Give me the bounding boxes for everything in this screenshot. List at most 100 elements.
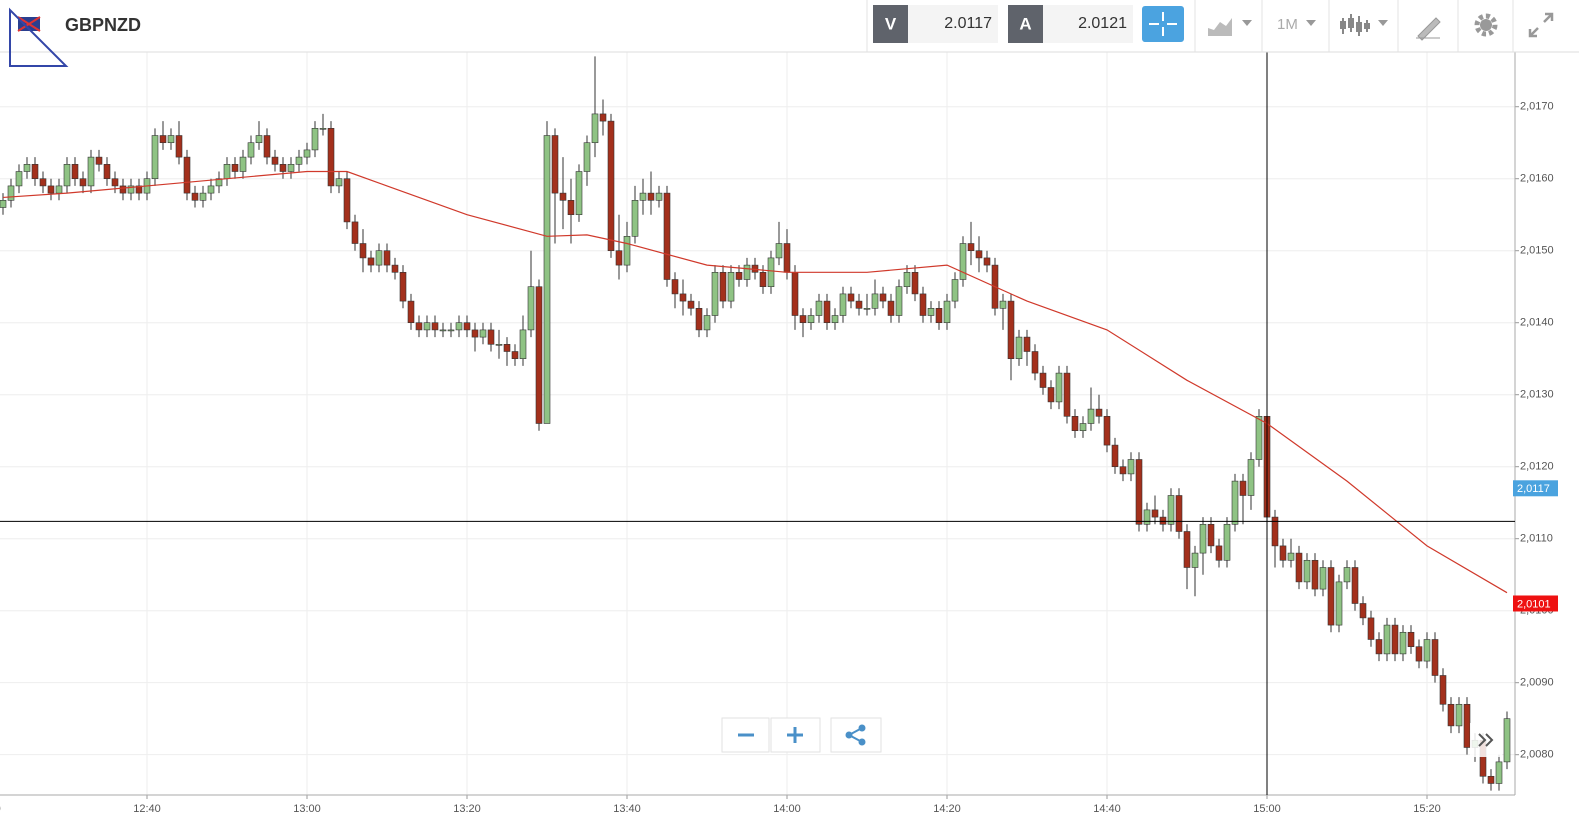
candle-body [727,272,735,302]
bid-box [908,5,998,43]
candle-body [1359,603,1367,619]
share-dot [858,724,866,732]
candle-body [1319,567,1327,590]
candle-body [607,120,615,252]
candle-body [759,272,767,288]
share-dot [858,738,866,746]
candle-body [199,192,207,201]
candle-body [1151,509,1159,518]
candle-body [671,279,679,295]
x-tick-label: 14:40 [1093,803,1121,815]
candle-body [687,300,695,309]
candle-body [791,272,799,316]
logo-triangle [9,7,69,67]
y-tick-label: 2,0170 [1520,101,1554,113]
candle-body [1375,639,1383,655]
candle-body [1183,531,1191,568]
candle-body [815,300,823,316]
candle-body [1407,631,1415,647]
candle-body [39,178,47,187]
candle-body [447,329,455,332]
candle-body [159,135,167,144]
settings-icon-core [1480,19,1492,31]
candle-body [799,315,807,324]
candle-body [87,156,95,187]
candle-body [1423,639,1431,662]
candle-body [847,293,855,302]
candle-body [231,164,239,172]
candle-body [167,135,175,144]
candle-body [1207,523,1215,547]
candle-body [1455,703,1463,727]
candle-body [1023,336,1031,352]
candle-body [1335,581,1343,626]
crosshair-button[interactable] [1142,6,1184,42]
candle-body [1447,703,1455,727]
candle-body [239,156,247,172]
candle-body [399,272,407,302]
share-button[interactable] [830,717,882,753]
ask-button[interactable] [1008,5,1043,43]
candle-body [575,171,583,216]
candle-body [1415,646,1423,662]
candle-body [711,272,719,316]
ask-box [1043,5,1133,43]
candle-body [351,221,359,244]
fullscreen-icon[interactable] [1528,12,1554,38]
candle-body [959,243,967,280]
candle-body [1439,675,1447,705]
candle-body [927,308,935,316]
candle-body [1343,567,1351,583]
candle-body [431,322,439,331]
candle-body [1255,416,1263,460]
candle-body [1391,624,1399,655]
candle-body [1351,567,1359,604]
candle-body [391,264,399,273]
candle-body [287,164,295,172]
price-tag [1513,480,1558,497]
candle-body [439,329,447,332]
candle-body [95,156,103,165]
candle-body [1279,545,1287,561]
candle-body [1311,559,1319,590]
price-tag [1513,595,1558,612]
candle-body [663,192,671,280]
chart-type-icon[interactable] [1208,18,1232,36]
candle-body [7,185,15,201]
candle-body [487,329,495,345]
candle-body [1159,516,1167,525]
candle-body [855,300,863,309]
y-tick-label: 2,0160 [1520,173,1554,185]
candle-body [1287,552,1295,561]
candle-body [23,164,31,172]
plus-icon [787,727,803,743]
candle-body [1199,523,1207,554]
candle-body [1111,444,1119,467]
candle-body [1303,559,1311,583]
candle-body [839,293,847,316]
candle-body [479,329,487,338]
candle-body [743,264,751,280]
candle-body [1191,552,1199,568]
candle-body [191,192,199,201]
candle-body [415,322,423,331]
candle-body [119,185,127,194]
candle-body [111,178,119,187]
candle-body [823,300,831,324]
timeframe[interactable]: 1M [1277,16,1298,33]
draw-icon[interactable] [1416,17,1441,41]
candle-body [831,315,839,324]
candle-body [295,156,303,165]
candle-body [551,135,559,194]
moving-average [2,170,1508,594]
candle-body [1087,408,1095,424]
share-dot [845,731,853,739]
candle-body [319,128,327,130]
candle-body [311,128,319,151]
candle-body [1175,495,1183,532]
settings-icon[interactable] [1474,13,1498,37]
candle-body [1463,703,1471,748]
candle-body [255,135,263,144]
bid-button[interactable] [873,5,908,43]
